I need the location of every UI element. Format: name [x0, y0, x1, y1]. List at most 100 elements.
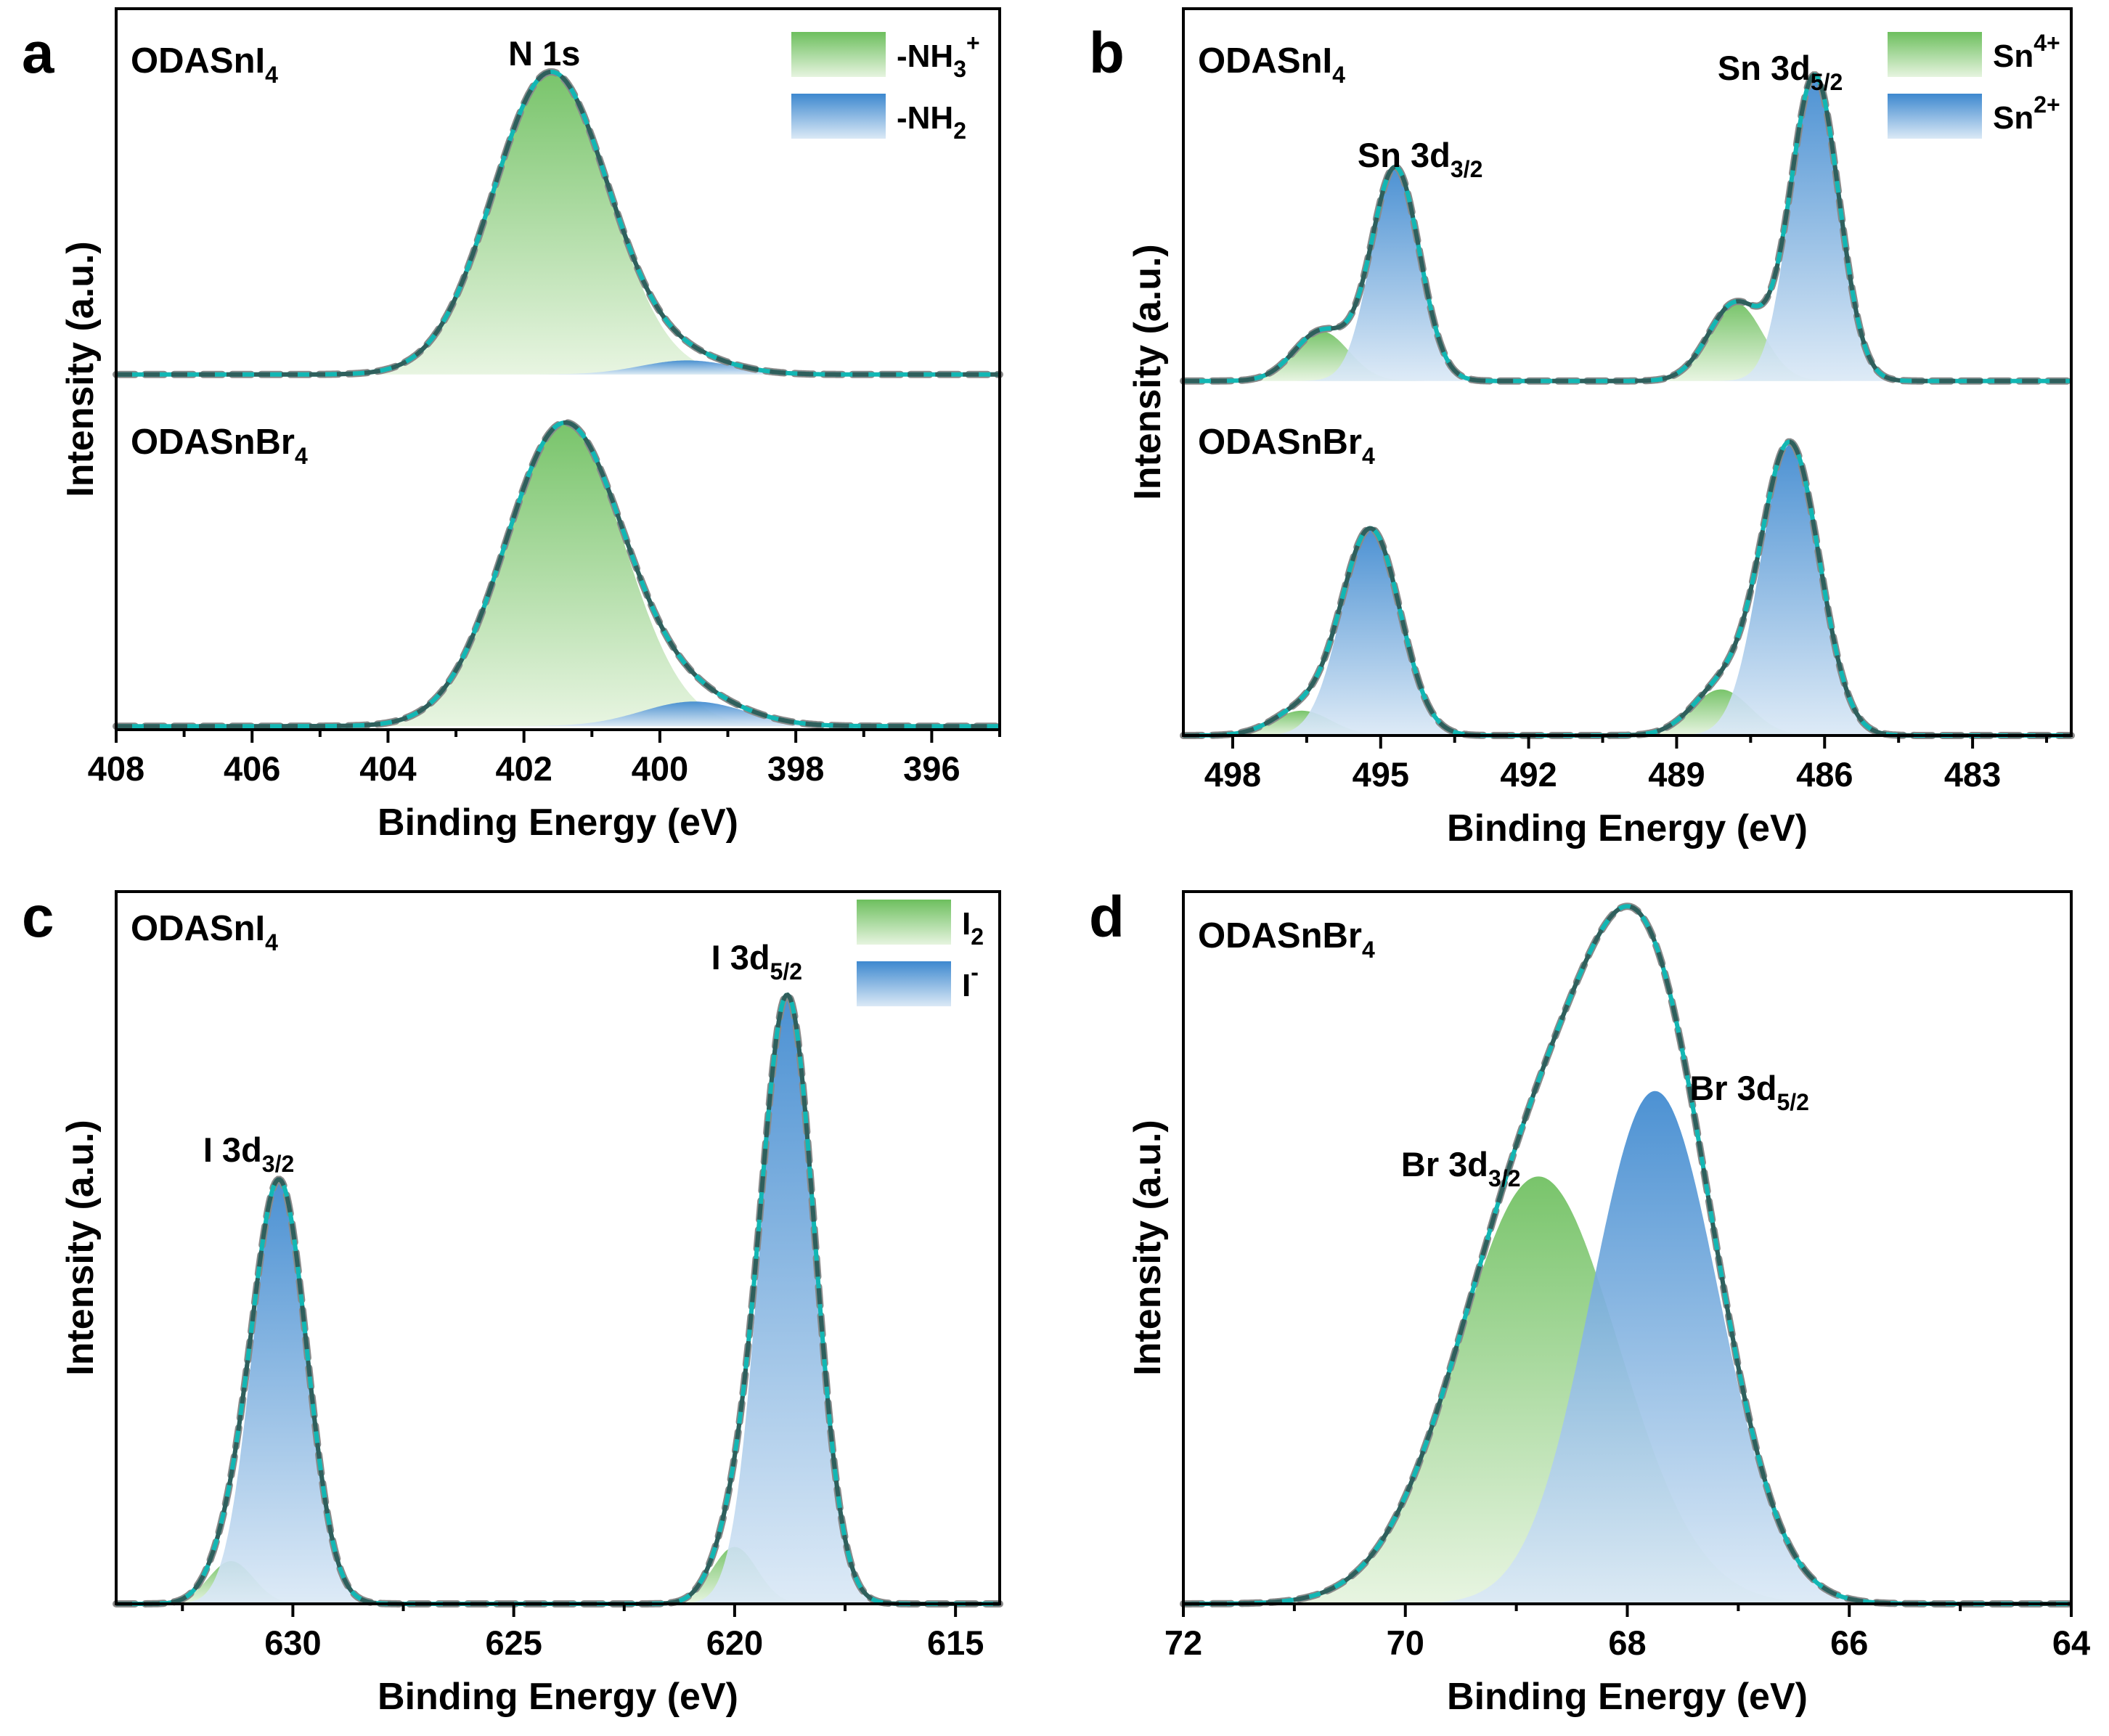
- x-tick-label-d-2: 68: [1608, 1623, 1646, 1662]
- peak-annotation-d-1-main: Br 3d: [1689, 1069, 1776, 1107]
- x-tick-label-d-4: 64: [2052, 1623, 2090, 1662]
- peak-annotation-d-0-sub: 3/2: [1488, 1165, 1520, 1191]
- sample-label-a-0: ODASnI4: [131, 41, 278, 88]
- legend-label-b-1-sup: 2+: [2033, 91, 2060, 118]
- peak-annotation-b-0-main: Sn 3d: [1358, 136, 1451, 174]
- peak-b-0-1: [1183, 168, 2071, 381]
- panel-letter-b: b: [1089, 20, 1125, 85]
- legend-swatch-a-1: [791, 94, 886, 139]
- legend-label-b-0-sup: 4+: [2033, 30, 2060, 56]
- sample-label-b-1: ODASnBr4: [1198, 423, 1375, 469]
- x-tick-label-a-3: 402: [495, 749, 552, 788]
- sample-label-b-0-main: ODASnI: [1198, 41, 1332, 81]
- plot-frame-a: [115, 7, 1001, 731]
- legend-label-a-0-sub: 3: [953, 56, 966, 82]
- x-tick-label-a-2: 404: [359, 749, 416, 788]
- x-tick-label-b-1: 495: [1353, 755, 1409, 794]
- x-tick-label-c-2: 620: [706, 1623, 763, 1662]
- sample-label-d-0-main: ODASnBr: [1198, 916, 1362, 955]
- peak-annotation-b-0-sub: 3/2: [1451, 156, 1482, 182]
- x-tick-label-b-0: 498: [1204, 755, 1261, 794]
- spectrum-ODASnBr4: [1180, 902, 2075, 1607]
- legend-label-c-0: I2: [962, 906, 984, 950]
- peak-annotation-c-1-sub: 5/2: [770, 958, 802, 985]
- legend-label-c-1-sup: -: [971, 959, 979, 985]
- legend-swatch-c-1: [857, 961, 951, 1006]
- peak-annotation-c-1-main: I 3d: [711, 938, 770, 977]
- legend-label-b-0: Sn4+: [1993, 30, 2060, 74]
- peak-annotation-c-0-sub: 3/2: [262, 1151, 294, 1177]
- peak-c-0-3: [116, 998, 1000, 1604]
- panel-letter-c: c: [22, 884, 54, 949]
- legend-swatch-a-0: [791, 32, 886, 77]
- panel-c: ODASnI4 630 625 620 615 Binding Energy (eV) In…: [22, 884, 1003, 1718]
- peak-annotation-d-1-sub: 5/2: [1776, 1089, 1808, 1115]
- x-tick-label-d-3: 66: [1830, 1623, 1868, 1662]
- x-axis-label-a: Binding Energy (eV): [378, 802, 738, 844]
- legend-label-a-0-sup: +: [966, 30, 980, 56]
- legend-label-b-1: Sn2+: [1993, 91, 2060, 136]
- x-tick-label-b-4: 486: [1796, 755, 1853, 794]
- legend-label-a-1: -NH2: [897, 100, 966, 144]
- peak-annotation-b-1: Sn 3d5/2: [1718, 49, 1843, 95]
- peak-a-1-0: [116, 423, 1000, 727]
- x-tick-label-c-3: 615: [927, 1623, 984, 1662]
- sample-label-a-1-sub: 4: [295, 443, 308, 469]
- peak-b-1-1: [1183, 529, 2071, 735]
- x-tick-label-a-4: 400: [632, 749, 688, 788]
- legend-label-b-0-main: Sn: [1993, 38, 2033, 74]
- peak-annotation-b-1-main: Sn 3d: [1718, 49, 1811, 87]
- y-axis-label-d: Intensity (a.u.): [1127, 1120, 1169, 1375]
- legend-swatch-b-1: [1888, 94, 1982, 139]
- y-axis-label-c: Intensity (a.u.): [60, 1120, 102, 1375]
- legend-label-a-0: -NH3+: [897, 30, 980, 82]
- legend-label-a-1-sub: 2: [953, 118, 966, 144]
- panel-d: ODASnBr4 72 70 68 66 64 Binding Energy (eV) Int…: [1089, 884, 2090, 1718]
- legend-a: -NH3+ -NH2: [791, 30, 980, 144]
- x-tick-label-d-1: 70: [1387, 1623, 1424, 1662]
- x-tick-label-c-0: 630: [264, 1623, 321, 1662]
- legend-label-c-1-main: I: [962, 968, 971, 1003]
- peak-annotation-d-0-main: Br 3d: [1401, 1145, 1488, 1183]
- spectrum-ODASnI4: [113, 68, 1003, 378]
- y-axis-label-b: Intensity (a.u.): [1127, 244, 1169, 500]
- spectrum-ODASnI4: [113, 990, 1003, 1607]
- peak-b-0-0: [1183, 331, 2071, 381]
- peak-a-0-0: [116, 72, 1000, 375]
- raw-data-b-1: [1180, 438, 2075, 739]
- legend-label-c-0-main: I: [962, 906, 971, 942]
- legend-b: Sn4+Sn2+: [1888, 30, 2060, 139]
- legend-c: I2I-: [857, 900, 984, 1006]
- x-tick-label-c-1: 625: [485, 1623, 542, 1662]
- peak-annotation-c-1: I 3d5/2: [711, 938, 802, 985]
- sample-label-b-0: ODASnI4: [1198, 41, 1345, 88]
- peak-b-1-0: [1183, 710, 2071, 735]
- x-tick-label-a-6: 396: [903, 749, 960, 788]
- sample-label-b-0-sub: 4: [1332, 62, 1345, 88]
- sample-label-b-1-sub: 4: [1362, 443, 1375, 469]
- peak-annotation-b-1-sub: 5/2: [1811, 69, 1843, 95]
- peak-annotation-b-0: Sn 3d3/2: [1358, 136, 1482, 182]
- panel-letter-a: a: [22, 20, 54, 85]
- sample-label-a-1: ODASnBr4: [131, 423, 308, 469]
- peak-b-0-3: [1183, 76, 2071, 381]
- plot-frame-c: [115, 890, 1001, 1605]
- sample-label-c-0-main: ODASnI: [131, 909, 265, 948]
- data-overlay-b-0: [1183, 73, 2071, 383]
- sample-label-b-1-main: ODASnBr: [1198, 423, 1362, 462]
- x-axis-label-c: Binding Energy (eV): [378, 1676, 738, 1718]
- peak-b-1-3: [1183, 444, 2071, 735]
- fit-envelope-b-1: [1183, 439, 2071, 738]
- peak-c-0-1: [116, 1183, 1000, 1604]
- peak-annotation-d-1: Br 3d5/2: [1689, 1069, 1809, 1115]
- x-tick-label-b-5: 483: [1944, 755, 2001, 794]
- spectrum-ODASnBr4: [113, 418, 1003, 730]
- x-axis-label-d: Binding Energy (eV): [1447, 1676, 1808, 1718]
- x-tick-label-a-5: 398: [767, 749, 824, 788]
- data-overlay-b-1: [1183, 439, 2071, 738]
- peak-d-0-1: [1183, 1091, 2071, 1604]
- x-tick-label-b-3: 489: [1648, 755, 1705, 794]
- x-tick-label-a-0: 408: [88, 749, 144, 788]
